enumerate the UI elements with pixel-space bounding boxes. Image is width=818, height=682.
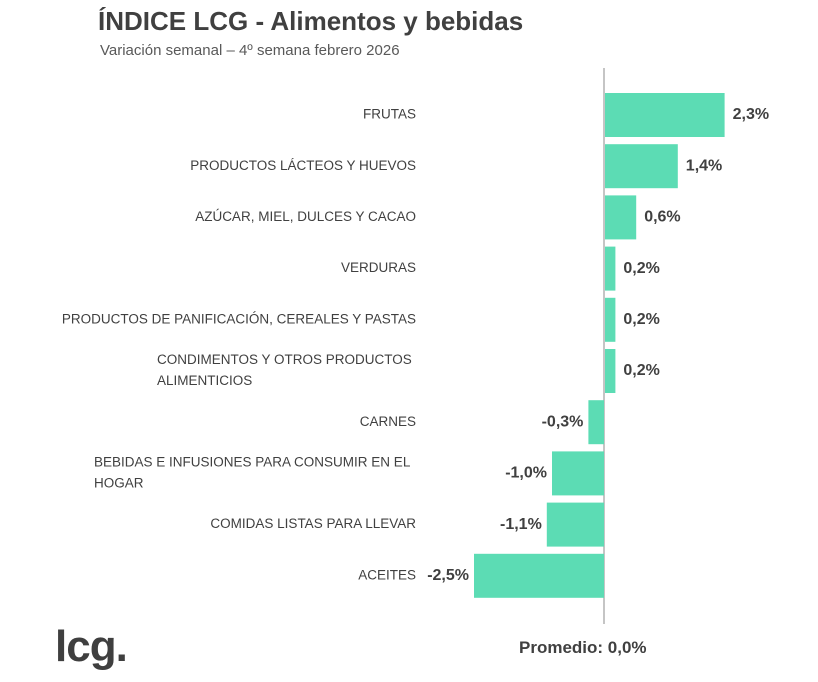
chart-title: ÍNDICE LCG - Alimentos y bebidas: [98, 6, 524, 36]
category-label: HOGAR: [94, 475, 144, 490]
category-label: CARNES: [360, 414, 416, 429]
bar: [605, 349, 616, 393]
average-label: Promedio: 0,0%: [519, 638, 647, 657]
value-label: 2,3%: [733, 106, 769, 123]
value-label: -1,1%: [500, 516, 542, 533]
value-label: 0,2%: [623, 311, 659, 328]
bar: [588, 400, 604, 445]
category-label: FRUTAS: [363, 107, 416, 122]
category-label: AZÚCAR, MIEL, DULCES Y CACAO: [195, 209, 416, 224]
value-label: 1,4%: [686, 157, 722, 174]
category-label: ACEITES: [358, 567, 416, 582]
lcg-logo: lcg.: [55, 622, 128, 671]
bar: [605, 144, 678, 189]
category-label: BEBIDAS E INFUSIONES PARA CONSUMIR EN EL: [94, 454, 411, 469]
category-label: COMIDAS LISTAS PARA LLEVAR: [210, 516, 416, 531]
bar: [546, 502, 604, 547]
category-label: CONDIMENTOS Y OTROS PRODUCTOS: [157, 352, 412, 367]
category-label: ALIMENTICIOS: [157, 373, 252, 388]
category-label: PRODUCTOS LÁCTEOS Y HUEVOS: [190, 158, 416, 173]
bars-group: [474, 93, 725, 598]
category-label: PRODUCTOS DE PANIFICACIÓN, CEREALES Y PA…: [62, 311, 416, 326]
labels-group: 2,3% FRUTAS 1,4% PRODUCTOS LÁCTEOS Y HUEVOS…: [62, 106, 769, 584]
value-label: 0,6%: [644, 209, 680, 226]
bar: [605, 195, 637, 240]
bar: [552, 451, 604, 496]
value-label: 0,2%: [623, 362, 659, 379]
bar: [605, 246, 616, 291]
value-label: -0,3%: [542, 413, 584, 430]
value-label: -2,5%: [427, 567, 469, 584]
bar: [605, 93, 725, 137]
bar: [474, 553, 604, 598]
category-label: VERDURAS: [341, 260, 416, 275]
bar: [605, 297, 616, 342]
chart-subtitle: Variación semanal – 4º semana febrero 20…: [100, 42, 400, 59]
value-label: 0,2%: [623, 260, 659, 277]
value-label: -1,0%: [505, 465, 547, 482]
